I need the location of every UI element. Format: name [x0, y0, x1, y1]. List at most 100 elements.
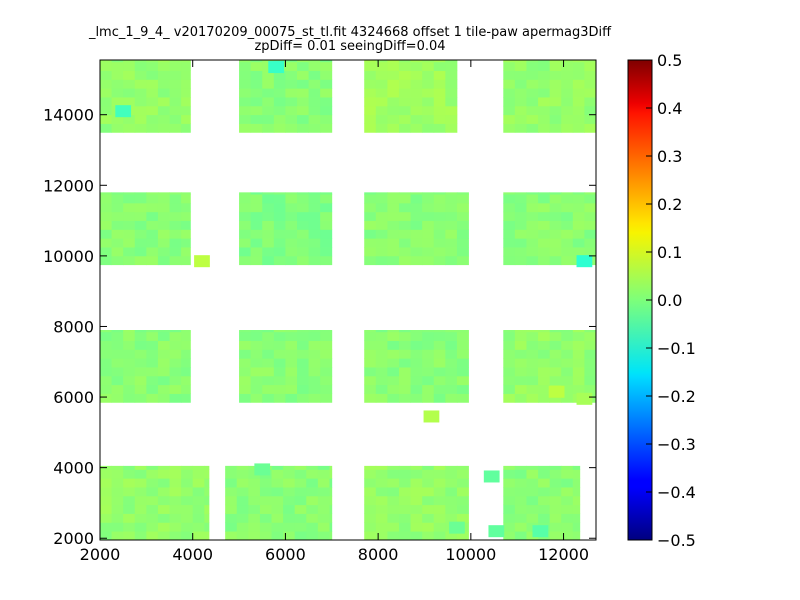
heatmap-cell	[273, 349, 286, 359]
heatmap-cell	[422, 247, 435, 257]
heatmap-cell	[410, 60, 423, 63]
heatmap-cell	[320, 79, 333, 89]
heatmap-cell	[538, 487, 551, 497]
heatmap-cell	[375, 531, 388, 540]
heatmap-cell	[572, 220, 585, 230]
heatmap-cell	[456, 340, 469, 350]
heatmap-cell	[297, 331, 309, 341]
heatmap-cell	[445, 340, 458, 350]
heatmap-cell	[387, 393, 400, 403]
heatmap-cell	[294, 513, 307, 523]
heatmap-cell	[572, 61, 585, 71]
heatmap-cell	[387, 238, 400, 248]
heatmap-cell	[375, 384, 388, 394]
heatmap-cell	[572, 331, 585, 341]
heatmap-cell	[157, 238, 170, 248]
heatmap-cell	[259, 487, 272, 497]
heatmap-cell	[549, 220, 562, 230]
heatmap-cell	[410, 79, 423, 89]
heatmap-cell	[398, 531, 411, 540]
heatmap-cell	[387, 88, 400, 98]
heatmap-cell	[456, 375, 469, 386]
heatmap-cell	[100, 88, 112, 98]
heatmap-cell	[503, 60, 516, 63]
heatmap-cell	[514, 202, 527, 213]
heatmap-cell	[285, 61, 298, 71]
heatmap-cell	[422, 331, 435, 341]
heatmap-cell	[134, 522, 147, 532]
heatmap-cell	[134, 487, 147, 497]
heatmap-cell	[297, 393, 309, 403]
heatmap-cell	[549, 513, 562, 523]
heatmap-cell	[526, 384, 539, 394]
heatmap-cell	[262, 79, 275, 89]
heatmap-cell	[549, 88, 562, 98]
heatmap-cell	[387, 358, 400, 368]
heatmap-cell	[538, 123, 551, 133]
heatmap-cell	[433, 522, 446, 532]
heatmap-cell	[111, 88, 124, 98]
heatmap-cell	[308, 192, 321, 195]
heatmap-cell	[433, 247, 446, 257]
heatmap-cell	[538, 349, 551, 359]
heatmap-cell	[308, 238, 321, 248]
heatmap-cell	[514, 393, 527, 403]
colorbar-tick-label: 0.3	[657, 147, 682, 166]
heatmap-cell	[250, 70, 263, 80]
heatmap-cell	[297, 192, 309, 195]
heatmap-cell	[262, 70, 275, 80]
heatmap-cell	[456, 255, 469, 266]
heatmap-cell	[146, 469, 159, 479]
heatmap-cell	[456, 465, 469, 470]
heatmap-cell	[398, 88, 411, 98]
heatmap-cell	[123, 238, 136, 248]
heatmap-cell	[445, 202, 458, 213]
heatmap-cell	[169, 367, 182, 377]
heatmap-cell	[146, 114, 159, 124]
heatmap-cell	[387, 478, 400, 488]
heatmap-cell	[169, 247, 182, 257]
heatmap-cell	[549, 247, 562, 257]
heatmap-cell	[157, 79, 170, 89]
heatmap-cell	[456, 393, 469, 403]
heatmap-cell	[239, 375, 252, 386]
heatmap-cell	[239, 70, 252, 80]
heatmap-cell	[514, 211, 527, 221]
heatmap-cell	[134, 478, 147, 488]
heatmap-cell	[192, 487, 205, 497]
heatmap-cell	[273, 384, 286, 394]
heatmap-cell	[181, 513, 194, 523]
heatmap-cell	[297, 384, 309, 394]
heatmap-cell	[456, 238, 469, 248]
heatmap-cell	[375, 478, 388, 488]
heatmap-cell	[146, 247, 159, 257]
heatmap-cell	[433, 105, 446, 116]
heatmap-cell	[364, 194, 377, 204]
heatmap-cell	[526, 105, 539, 116]
heatmap-cell	[503, 384, 516, 394]
heatmap-cell	[320, 60, 333, 63]
heatmap-cell	[123, 487, 136, 497]
heatmap-cell	[236, 478, 249, 488]
heatmap-cell	[169, 330, 182, 333]
heatmap-cell	[538, 70, 551, 80]
heatmap-cell	[250, 247, 263, 257]
heatmap-cell	[297, 60, 309, 63]
heatmap-cell	[285, 123, 298, 133]
heatmap-cell	[526, 504, 539, 514]
heatmap-cell	[375, 211, 388, 221]
heatmap-cell	[549, 349, 562, 359]
heatmap-cell	[297, 349, 309, 359]
heatmap-cell	[514, 330, 527, 333]
heatmap-cell	[398, 513, 411, 523]
heatmap-cell	[561, 465, 574, 470]
heatmap-cell	[157, 61, 170, 71]
heatmap-cell	[250, 255, 263, 266]
heatmap-cell	[584, 202, 596, 213]
heatmap-cell	[410, 97, 423, 107]
heatmap-cell	[445, 469, 458, 479]
heatmap-cell	[285, 330, 298, 333]
heatmap-cell	[123, 229, 136, 239]
heatmap-cell	[262, 340, 275, 350]
heatmap-cell	[204, 478, 210, 488]
